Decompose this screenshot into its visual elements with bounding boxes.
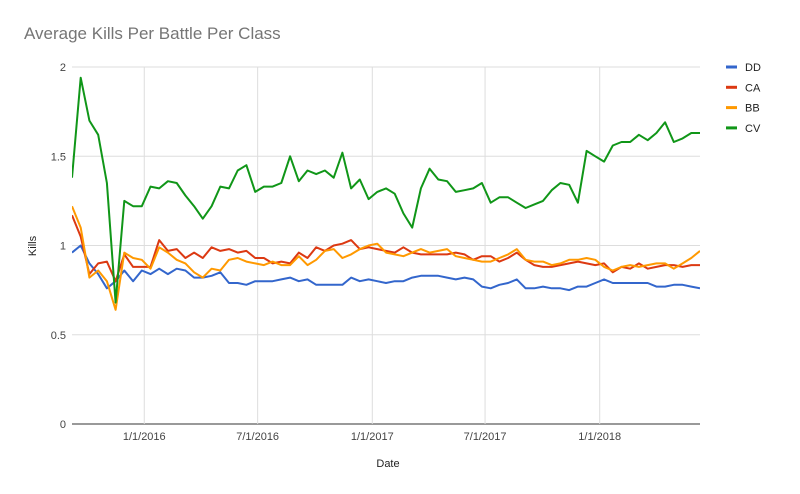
series-line-cv [72,76,700,304]
grid [72,66,700,425]
y-tick-label: 1 [60,241,66,253]
y-tick-label: 0 [60,419,66,431]
x-tick-label: 1/1/2018 [578,431,621,443]
y-tick-label: 2 [60,62,66,74]
x-tick-label: 1/1/2016 [123,431,166,443]
axes: 0 0.5 1 1.5 2 1/1/2016 7/1/2016 1/1/2017 7/1/201… [51,62,621,443]
legend[interactable]: DD CA BB CV [726,62,761,135]
x-tick-label: 7/1/2016 [236,431,279,443]
series-line-bb [72,205,700,311]
chart-title: Average Kills Per Battle Per Class [24,24,281,43]
x-tick-label: 7/1/2017 [464,431,507,443]
legend-label[interactable]: CA [745,82,761,94]
series-lines [72,76,700,311]
x-tick-label: 1/1/2017 [351,431,394,443]
y-axis-title: Kills [27,235,39,256]
x-axis-title: Date [376,458,399,470]
legend-label[interactable]: DD [745,62,761,74]
series-line-dd [72,244,700,292]
legend-label[interactable]: BB [745,103,760,115]
y-tick-label: 1.5 [51,151,66,163]
y-tick-label: 0.5 [51,330,66,342]
series-line-ca [72,214,700,283]
legend-label[interactable]: CV [745,123,761,135]
